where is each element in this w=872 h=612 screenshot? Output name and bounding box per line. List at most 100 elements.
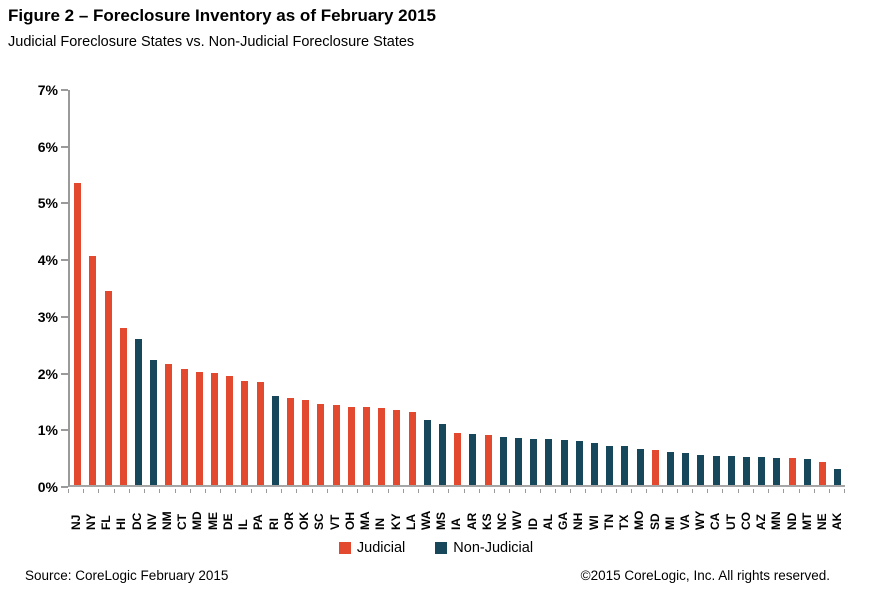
y-tick-mark bbox=[61, 202, 68, 205]
x-tick-mark bbox=[723, 489, 739, 493]
bar-slot-SC bbox=[313, 90, 328, 485]
bar-slot-AL bbox=[541, 90, 556, 485]
page-title: Figure 2 – Foreclosure Inventory as of F… bbox=[8, 6, 436, 25]
x-tick-mark bbox=[69, 489, 85, 493]
x-tick-label-ID: ID bbox=[525, 518, 540, 530]
bar-slot-NE bbox=[815, 90, 830, 485]
bar-slot-NV bbox=[146, 90, 161, 485]
bar-slot-OK bbox=[298, 90, 313, 485]
x-label-slot-MA: MA bbox=[357, 494, 372, 530]
bar-slot-NY bbox=[85, 90, 100, 485]
bar-FL bbox=[104, 291, 112, 485]
x-label-slot-NH: NH bbox=[571, 494, 586, 530]
bar-slot-NJ bbox=[70, 90, 85, 485]
x-label-slot-HI: HI bbox=[114, 494, 129, 530]
y-tick-label-1: 1% bbox=[37, 422, 58, 439]
legend-non-judicial-label: Non-Judicial bbox=[453, 540, 534, 556]
bar-CT bbox=[180, 368, 188, 485]
x-tick-mark bbox=[252, 489, 267, 493]
x-tick-mark bbox=[236, 489, 252, 493]
x-label-slot-DC: DC bbox=[129, 494, 144, 530]
x-tick-mark bbox=[297, 489, 313, 493]
bar-slot-ND bbox=[785, 90, 800, 485]
x-tick-label-LA: LA bbox=[403, 514, 418, 530]
x-tick-label-TN: TN bbox=[601, 514, 616, 530]
x-label-slot-NV: NV bbox=[144, 494, 159, 530]
bar-VT bbox=[332, 404, 340, 485]
bar-VA bbox=[682, 453, 690, 485]
x-tick-mark bbox=[693, 489, 709, 493]
bar-slot-LA bbox=[404, 90, 419, 485]
x-label-slot-UT: UT bbox=[723, 494, 738, 530]
bar-AR bbox=[469, 434, 477, 485]
x-tick-mark bbox=[480, 489, 496, 493]
x-tick-mark bbox=[800, 489, 815, 493]
bar-WV bbox=[514, 438, 522, 485]
x-tick-label-PA: PA bbox=[251, 514, 266, 530]
x-tick-mark bbox=[784, 489, 800, 493]
x-tick-mark bbox=[647, 489, 663, 493]
x-tick-mark bbox=[282, 489, 298, 493]
x-label-slot-LA: LA bbox=[403, 494, 418, 530]
x-label-slot-KS: KS bbox=[479, 494, 494, 530]
x-tick-label-NM: NM bbox=[160, 511, 175, 530]
bar-ME bbox=[210, 373, 218, 485]
x-tick-label-VA: VA bbox=[677, 514, 692, 530]
x-label-slot-TX: TX bbox=[616, 494, 631, 530]
x-tick-label-IN: IN bbox=[373, 518, 388, 530]
judicial-swatch-icon bbox=[338, 542, 351, 554]
bar-slot-DE bbox=[222, 90, 237, 485]
x-label-slot-IN: IN bbox=[373, 494, 388, 530]
bar-MN bbox=[773, 457, 781, 485]
x-label-slot-MO: MO bbox=[632, 494, 647, 530]
bar-MO bbox=[636, 448, 644, 485]
bar-slot-MA bbox=[359, 90, 374, 485]
bar-slot-NH bbox=[572, 90, 587, 485]
x-tick-label-MI: MI bbox=[662, 516, 677, 530]
x-label-slot-IA: IA bbox=[449, 494, 464, 530]
y-tick-mark bbox=[61, 315, 68, 318]
bar-series bbox=[70, 90, 845, 485]
bar-slot-TN bbox=[602, 90, 617, 485]
x-tick-label-MT: MT bbox=[799, 512, 814, 530]
x-tick-label-MA: MA bbox=[358, 511, 373, 530]
bar-NE bbox=[819, 462, 827, 485]
x-label-slot-FL: FL bbox=[98, 494, 113, 530]
x-label-slot-OH: OH bbox=[342, 494, 357, 530]
bar-slot-CO bbox=[739, 90, 754, 485]
bar-AZ bbox=[758, 457, 766, 485]
y-tick-mark bbox=[61, 486, 68, 488]
bar-slot-IL bbox=[237, 90, 252, 485]
x-label-slot-WA: WA bbox=[418, 494, 433, 530]
bar-KS bbox=[484, 435, 492, 485]
x-tick-label-OR: OR bbox=[281, 512, 296, 530]
x-tick-mark bbox=[617, 489, 633, 493]
x-label-slot-PA: PA bbox=[251, 494, 266, 530]
x-label-slot-RI: RI bbox=[266, 494, 281, 530]
x-label-slot-OK: OK bbox=[297, 494, 312, 530]
bar-slot-NM bbox=[161, 90, 176, 485]
x-tick-mark bbox=[526, 489, 541, 493]
x-tick-mark bbox=[358, 489, 374, 493]
bar-OH bbox=[347, 406, 355, 485]
bar-HI bbox=[119, 328, 127, 485]
bar-slot-MT bbox=[800, 90, 815, 485]
x-tick-label-WA: WA bbox=[419, 510, 433, 530]
bar-slot-AK bbox=[830, 90, 845, 485]
x-tick-mark bbox=[130, 489, 146, 493]
bar-CO bbox=[743, 456, 751, 485]
x-tick-mark bbox=[830, 489, 846, 493]
x-tick-mark bbox=[404, 489, 420, 493]
y-tick-label-6: 6% bbox=[37, 138, 58, 155]
chart-legend: Judicial Non-Judicial bbox=[0, 540, 872, 556]
x-tick-mark bbox=[434, 489, 450, 493]
x-label-slot-CT: CT bbox=[175, 494, 190, 530]
bar-slot-NC bbox=[496, 90, 511, 485]
y-tick-label-3: 3% bbox=[37, 308, 58, 325]
x-tick-label-IL: IL bbox=[236, 519, 251, 530]
bar-slot-MS bbox=[435, 90, 450, 485]
x-tick-label-WI: WI bbox=[586, 515, 601, 530]
x-tick-mark bbox=[267, 489, 283, 493]
bar-slot-CA bbox=[709, 90, 724, 485]
x-label-slot-SC: SC bbox=[312, 494, 327, 530]
